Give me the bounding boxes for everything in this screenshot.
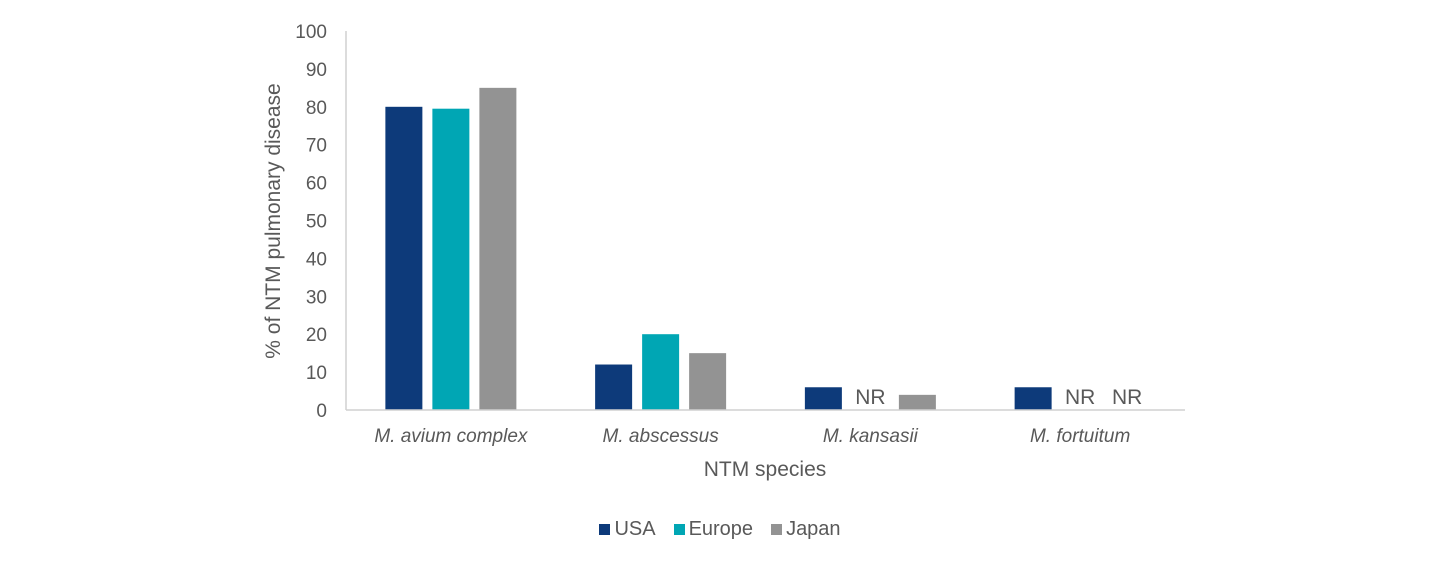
nr-label: NR	[1112, 386, 1142, 409]
legend-swatch	[771, 523, 783, 535]
bar-japan	[479, 87, 517, 410]
bar-japan	[898, 394, 936, 410]
legend-label: Europe	[688, 517, 754, 540]
bar-usa	[385, 106, 423, 411]
nr-label: NR	[1065, 386, 1095, 409]
x-axis-category-labels: M. avium complex M. abscessus M. kansasii M…	[374, 426, 1130, 447]
x-category-label: M. avium complex	[374, 426, 529, 447]
y-axis-title: % of NTM pulmonary disease	[262, 83, 285, 358]
y-tick-label: 30	[306, 287, 327, 308]
bar-europe	[642, 334, 680, 410]
nr-label: NR	[855, 386, 885, 409]
x-category-label: M. kansasii	[823, 426, 919, 447]
legend-swatch	[673, 523, 685, 535]
y-tick-label: 70	[306, 136, 327, 157]
x-category-label: M. fortuitum	[1030, 426, 1130, 447]
legend-label: Japan	[786, 517, 841, 540]
legend-label: USA	[614, 517, 656, 540]
y-tick-label: 0	[316, 401, 327, 422]
bar-europe	[432, 108, 470, 410]
bars	[385, 87, 1052, 411]
y-tick-label: 10	[306, 363, 327, 384]
y-tick-label: 80	[306, 98, 327, 119]
y-tick-label: 60	[306, 174, 327, 195]
y-tick-label: 50	[306, 212, 327, 233]
bar-usa	[595, 364, 633, 410]
legend-swatch	[599, 523, 611, 535]
legend-item-usa: USA	[599, 517, 656, 541]
y-tick-label: 100	[295, 22, 327, 43]
bar-usa	[804, 387, 842, 410]
x-category-label: M. abscessus	[603, 426, 720, 447]
y-tick-label: 20	[306, 325, 327, 346]
y-tick-label: 40	[306, 249, 327, 270]
y-axis-ticks: 0 10 20 30 40 50 60 70 80 90 100	[295, 22, 327, 422]
legend: USA Europe Japan	[0, 516, 1440, 542]
legend-item-japan: Japan	[771, 518, 841, 541]
bar-usa	[1014, 387, 1052, 410]
x-axis-title: NTM species	[704, 458, 827, 481]
y-tick-label: 90	[306, 60, 327, 81]
legend-item-europe: Europe	[673, 517, 754, 541]
bar-japan	[689, 353, 727, 410]
nr-labels: NR NR NR	[855, 386, 1142, 409]
